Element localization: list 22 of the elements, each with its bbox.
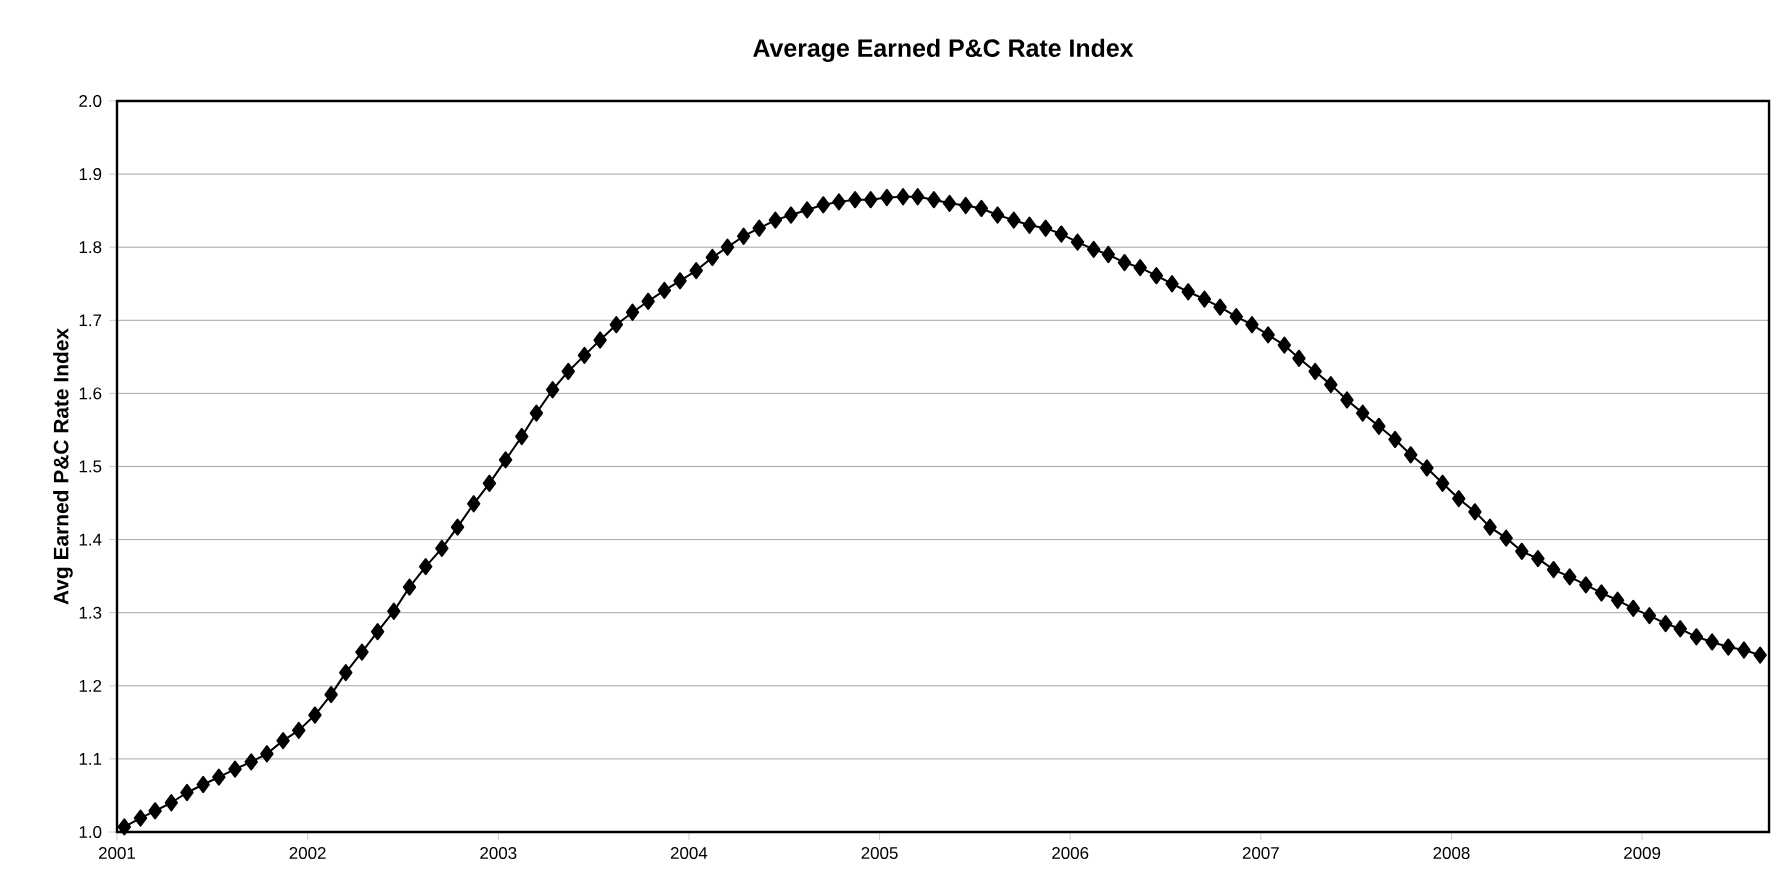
x-tick-label: 2008: [1433, 847, 1470, 860]
y-tick-label: 1.4: [79, 533, 102, 546]
x-tick-label: 2002: [289, 847, 326, 860]
y-axis-title: Avg Earned P&C Rate Index: [53, 328, 73, 605]
y-tick-label: 2.0: [79, 95, 102, 107]
x-tick-label: 2009: [1624, 847, 1661, 860]
x-tick-label: 2001: [99, 847, 136, 860]
y-tick-label: 1.6: [79, 387, 102, 400]
y-tick-label: 1.8: [79, 241, 102, 254]
x-tick-label: 2003: [480, 847, 517, 860]
x-tick-label: 2006: [1052, 847, 1089, 860]
y-tick-label: 1.3: [79, 606, 102, 619]
y-tick-label: 1.9: [79, 168, 102, 181]
x-tick-label: 2005: [861, 847, 898, 860]
y-tick-label: 1.1: [79, 753, 102, 765]
x-tick-label: 2004: [670, 847, 708, 860]
y-tick-label: 1.5: [79, 460, 102, 473]
y-tick-label: 1.0: [79, 826, 102, 838]
y-tick-label: 1.7: [79, 314, 102, 327]
y-tick-label: 1.2: [79, 679, 102, 692]
x-tick-label: 2007: [1242, 847, 1279, 860]
chart-title: Average Earned P&C Rate Index: [753, 38, 1134, 62]
